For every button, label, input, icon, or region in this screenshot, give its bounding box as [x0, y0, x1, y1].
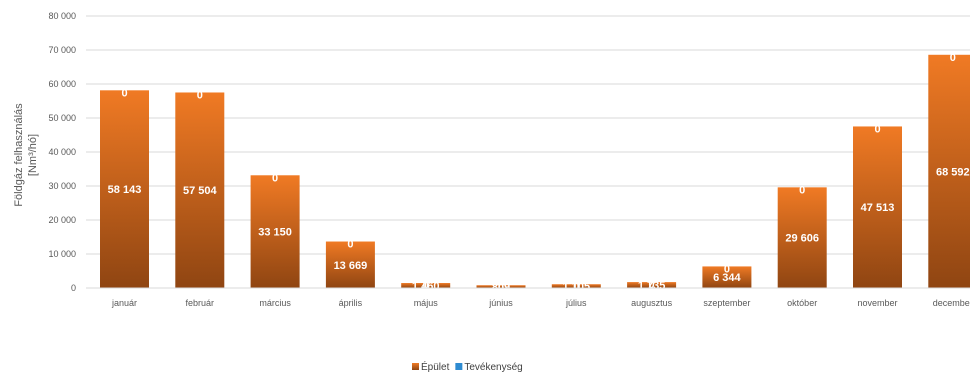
bar-epulet [100, 90, 149, 288]
y-tick-label: 10 000 [48, 249, 76, 259]
bar-epulet [853, 126, 902, 288]
bar-epulet [250, 175, 300, 288]
data-label-tevekenyseg: 0 [950, 52, 956, 64]
data-label-epulet: 1 460 [412, 281, 440, 293]
x-tick-label: január [111, 298, 137, 308]
data-label-tevekenyseg: 0 [799, 184, 805, 196]
bar-epulet [325, 241, 375, 288]
y-axis-title-line-2: [Nm³/hó] [27, 134, 39, 176]
data-label-epulet: 29 606 [785, 233, 819, 245]
data-label-tevekenyseg: 0 [874, 123, 880, 135]
legend-label: Épület [421, 360, 450, 373]
bar-epulet [551, 284, 601, 288]
legend: Épület Tevékenység [412, 360, 523, 373]
data-label-tevekenyseg: 0 [649, 279, 655, 291]
data-label-epulet: 1 735 [638, 280, 666, 292]
y-axis-title-line-1: Földgáz felhasználás [13, 103, 25, 207]
x-tick-label: április [339, 298, 363, 308]
data-label-epulet: 47 513 [861, 202, 895, 214]
x-axis: január február március április május június jú… [86, 287, 970, 308]
x-tick-label: december [933, 298, 970, 308]
y-tick-label: 60 000 [48, 79, 76, 89]
x-tick-label: június [488, 298, 513, 308]
data-label-tevekenyseg: 0 [573, 281, 579, 293]
data-label-epulet: 33 150 [258, 227, 292, 239]
x-tick-label: július [565, 298, 587, 308]
data-label-tevekenyseg: 0 [423, 280, 429, 292]
y-tick-label: 80 000 [48, 11, 76, 21]
y-tick-label: 20 000 [48, 215, 76, 225]
bar-epulet [928, 54, 970, 288]
y-axis: 0 10 000 20 000 30 000 40 000 50 000 60 000 70 … [48, 11, 76, 293]
x-tick-label: március [259, 298, 291, 308]
y-tick-label: 50 000 [48, 113, 76, 123]
legend-label: Tevékenység [464, 362, 522, 373]
data-label-epulet: 6 344 [713, 272, 741, 284]
data-label-tevekenyseg: 0 [724, 263, 730, 275]
data-label-tevekenyseg: 0 [121, 87, 127, 99]
y-tick-label: 70 000 [48, 45, 76, 55]
x-tick-label: szeptember [703, 298, 750, 308]
legend-swatch [455, 363, 463, 370]
data-label-epulet: 68 592 [936, 166, 970, 178]
y-tick-label: 0 [71, 283, 76, 293]
bar-epulet [702, 266, 752, 288]
x-tick-label: november [857, 298, 897, 308]
data-label-epulet: 57 504 [183, 185, 218, 197]
x-tick-label: augusztus [631, 298, 673, 308]
bar-epulet [476, 285, 526, 288]
legend-swatch [412, 363, 419, 370]
data-label-epulet: 13 669 [334, 260, 368, 272]
x-tick-label: május [414, 298, 439, 308]
bar-epulet [627, 282, 677, 288]
y-tick-label: 30 000 [48, 181, 76, 191]
data-label-tevekenyseg: 0 [197, 89, 203, 101]
bar-epulet [175, 92, 225, 289]
data-label-epulet: 58 143 [108, 184, 142, 196]
data-label-tevekenyseg: 0 [272, 172, 278, 184]
x-tick-label: február [186, 298, 215, 308]
data-label-tevekenyseg: 0 [347, 239, 353, 251]
data-label-epulet: 1 105 [563, 281, 591, 293]
gridlines [86, 15, 970, 289]
bar-epulet [777, 187, 827, 288]
y-tick-label: 40 000 [48, 147, 76, 157]
bar-epulet [401, 283, 451, 288]
x-tick-label: október [787, 298, 817, 308]
